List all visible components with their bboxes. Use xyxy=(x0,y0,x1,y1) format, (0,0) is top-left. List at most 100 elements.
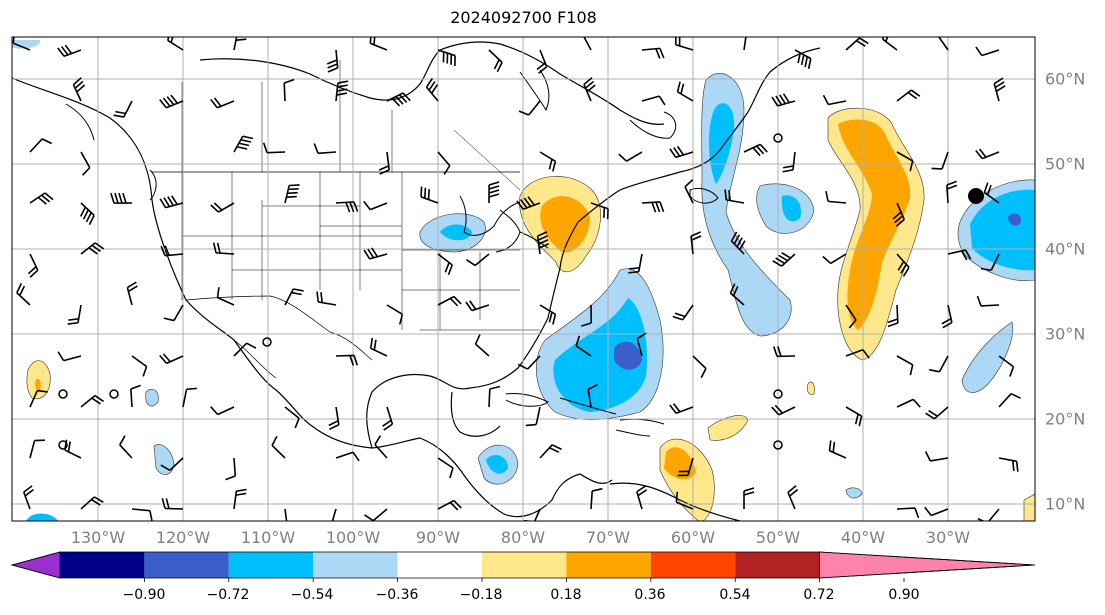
lon-label-70w: 70°W xyxy=(585,528,631,547)
wind-barb xyxy=(131,355,148,377)
lat-label-20n: 20°N xyxy=(1045,409,1086,429)
wind-barb xyxy=(983,182,1000,204)
wind-barb xyxy=(161,498,184,510)
wind-barb xyxy=(126,281,138,306)
wind-barb xyxy=(382,406,394,431)
wind-barb xyxy=(743,487,755,510)
wind-barb xyxy=(828,440,847,459)
colorbar-tick-label: 0.90 xyxy=(888,587,920,603)
colorbar-segment xyxy=(60,552,145,578)
wind-barb xyxy=(233,135,254,153)
wind-barb xyxy=(773,346,796,358)
coastlines xyxy=(12,41,821,521)
colorbar-extend-high xyxy=(819,551,1036,579)
colorbar-tick-label: 0.54 xyxy=(719,587,751,603)
anomaly-positive-central-atlantic-core xyxy=(838,119,911,330)
lon-label-90w: 90°W xyxy=(415,528,461,547)
colorbar-tick-label: 0.18 xyxy=(550,587,582,603)
wind-barb xyxy=(369,37,388,51)
wind-barb xyxy=(896,355,914,376)
colorbar-segment xyxy=(313,552,398,578)
wind-barb xyxy=(420,186,439,204)
wind-barb xyxy=(641,95,666,106)
colorbar-tick-label: −0.54 xyxy=(290,587,334,603)
wind-barb xyxy=(845,348,870,359)
wind-barb xyxy=(975,148,1000,160)
wind-barb xyxy=(437,253,453,276)
colorbar-segment xyxy=(397,552,482,578)
anomaly-positive-northeast-core xyxy=(540,196,590,253)
graticule xyxy=(12,37,1035,521)
state-borders xyxy=(181,60,540,331)
wind-barb xyxy=(386,92,411,107)
wind-barb xyxy=(724,189,745,204)
wind-barb xyxy=(539,304,557,325)
lon-label-30w: 30°W xyxy=(925,528,971,547)
wind-barb xyxy=(980,253,1000,272)
wind-barb xyxy=(892,202,905,227)
wind-barb xyxy=(628,253,643,274)
wind-barb xyxy=(881,37,898,51)
wind-barb xyxy=(386,304,404,325)
wind-barb xyxy=(212,242,235,255)
wind-barb xyxy=(975,46,1000,57)
wind-barb xyxy=(57,351,82,362)
wind-barb xyxy=(363,247,388,260)
calm-wind-markers xyxy=(58,133,783,450)
station-marker xyxy=(968,188,984,204)
wind-barbs xyxy=(12,37,1021,521)
wind-barb xyxy=(896,507,920,519)
wind-barb xyxy=(690,231,702,255)
lon-label-40w: 40°W xyxy=(840,528,886,547)
anomaly-negative-atlantic-max xyxy=(614,341,642,370)
wind-barb xyxy=(182,387,197,408)
colorbar-segment xyxy=(228,552,314,578)
lon-label-100w: 100°W xyxy=(325,528,381,547)
lon-label-120w: 120°W xyxy=(155,528,211,547)
colorbar-extend-low xyxy=(10,551,61,579)
wind-barb xyxy=(160,457,184,472)
wind-barb xyxy=(465,300,490,312)
wind-barb xyxy=(364,508,388,521)
lat-label-30n: 30°N xyxy=(1045,324,1086,344)
wind-barb xyxy=(925,406,949,420)
anomaly-negative-atlantic-core xyxy=(553,298,648,412)
colorbar-segment xyxy=(144,552,229,578)
wind-barb xyxy=(119,435,133,459)
wind-barb xyxy=(677,457,694,477)
wind-barb xyxy=(284,508,288,521)
wind-barb xyxy=(335,80,349,102)
wind-barb xyxy=(636,485,648,510)
wind-barb xyxy=(79,202,95,226)
wind-barb xyxy=(210,406,235,416)
wind-barb xyxy=(931,151,949,170)
wind-barb xyxy=(335,201,359,213)
colorbar-tick-label: −0.90 xyxy=(122,587,166,603)
wind-barb xyxy=(335,451,360,462)
wind-barb xyxy=(684,179,694,204)
lat-label-60n: 60°N xyxy=(1045,69,1086,89)
wind-barb xyxy=(993,77,1006,102)
wind-barb xyxy=(581,304,593,327)
wind-barb xyxy=(845,406,863,427)
wind-barb xyxy=(57,44,82,58)
wind-barb xyxy=(283,78,295,102)
wind-barb xyxy=(27,253,39,278)
wind-barb xyxy=(641,47,665,59)
anomaly-negative-great-lakes-core xyxy=(440,224,472,241)
wind-barb xyxy=(363,200,388,211)
wind-barb xyxy=(896,151,914,172)
wind-barb xyxy=(262,142,286,154)
wind-barb xyxy=(326,49,339,73)
colorbar-tick-label: 0.36 xyxy=(634,587,666,603)
wind-barb xyxy=(590,487,603,510)
wind-barb xyxy=(163,304,184,322)
wind-barb xyxy=(822,94,847,106)
wind-barb xyxy=(437,499,462,511)
wind-barb xyxy=(225,457,237,481)
wind-barb xyxy=(825,190,847,204)
wind-barb xyxy=(331,508,337,521)
wind-barb xyxy=(12,37,31,51)
wind-barb xyxy=(210,202,235,213)
wind-barb xyxy=(618,151,643,162)
